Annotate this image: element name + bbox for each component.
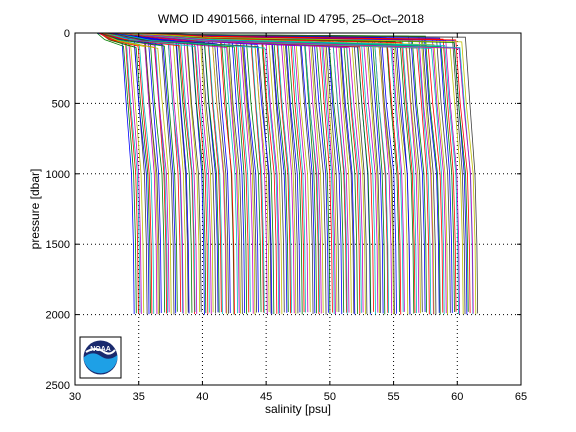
y-tick-label: 2500 bbox=[46, 380, 70, 392]
profile-line bbox=[110, 32, 273, 315]
profile-line bbox=[106, 32, 210, 313]
x-axis-label: salinity [psu] bbox=[265, 402, 331, 416]
profile-line bbox=[102, 32, 172, 314]
profile-line bbox=[112, 32, 316, 314]
profile-line bbox=[96, 32, 137, 314]
profile-line bbox=[109, 32, 248, 315]
noaa-logo: NOAA bbox=[79, 336, 122, 379]
profile-line bbox=[127, 32, 453, 313]
profile-line bbox=[109, 32, 240, 314]
profile-line bbox=[102, 32, 177, 314]
y-tick-label: 2000 bbox=[46, 310, 70, 322]
chart-title: WMO ID 4901566, internal ID 4795, 25–Oct… bbox=[158, 12, 424, 26]
x-tick-label: 65 bbox=[515, 391, 527, 403]
profile-line bbox=[126, 32, 471, 314]
profile-line bbox=[104, 32, 195, 315]
y-tick-labels: 0 500 1000 1500 2000 2500 bbox=[46, 28, 70, 392]
x-tick-label: 35 bbox=[133, 391, 145, 403]
y-tick-label: 1000 bbox=[46, 169, 70, 181]
y-axis-label: pressure [dbar] bbox=[28, 169, 42, 250]
profile-line bbox=[125, 32, 477, 315]
logo-water bbox=[83, 353, 118, 374]
x-tick-label: 60 bbox=[451, 391, 463, 403]
logo-text: NOAA bbox=[90, 346, 111, 353]
y-tick-label: 1500 bbox=[46, 239, 70, 251]
profile-line bbox=[107, 32, 257, 313]
y-tick-label: 500 bbox=[52, 98, 70, 110]
y-tick-label: 0 bbox=[64, 28, 70, 40]
x-tick-label: 55 bbox=[387, 391, 399, 403]
x-tick-label: 30 bbox=[69, 391, 81, 403]
profile-line bbox=[100, 32, 178, 312]
salinity-profiles bbox=[96, 32, 479, 315]
profile-line bbox=[130, 32, 479, 314]
x-tick-label: 50 bbox=[324, 391, 336, 403]
axes-box bbox=[74, 32, 522, 386]
x-tick-labels: 30 35 40 45 50 55 60 65 bbox=[69, 391, 527, 403]
profile-line bbox=[98, 32, 153, 314]
axis-ticks bbox=[74, 32, 522, 386]
profile-line bbox=[112, 32, 280, 314]
profile-line bbox=[118, 32, 364, 313]
x-tick-label: 45 bbox=[260, 391, 272, 403]
logo-bird bbox=[85, 348, 116, 355]
x-tick-label: 40 bbox=[196, 391, 208, 403]
profile-line bbox=[124, 32, 445, 315]
profile-line bbox=[129, 32, 474, 314]
profile-line bbox=[117, 32, 374, 312]
profile-line bbox=[103, 32, 187, 315]
